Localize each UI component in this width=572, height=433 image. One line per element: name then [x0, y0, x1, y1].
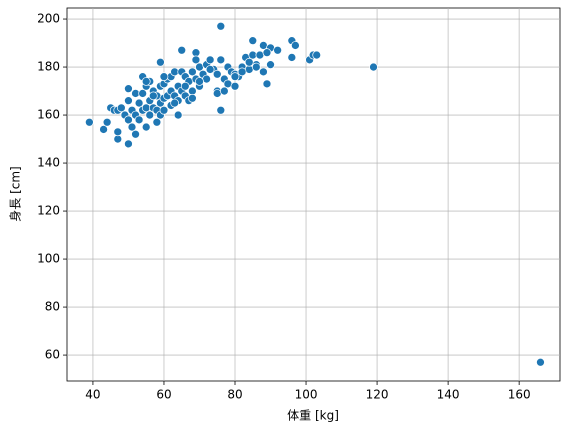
scatter-point	[536, 357, 545, 367]
scatter-point	[141, 122, 151, 132]
scatter-point	[131, 129, 140, 139]
scatter-point	[248, 36, 258, 45]
y-tick-label: 160	[37, 108, 60, 122]
y-tick-label: 80	[45, 300, 60, 314]
scatter-point	[195, 77, 204, 86]
y-axis-label: 身長 [cm]	[8, 166, 23, 221]
scatter-point	[188, 93, 197, 103]
scatter-point	[244, 57, 254, 67]
scatter-point	[116, 103, 126, 113]
scatter-point	[266, 60, 275, 69]
y-tick-label: 140	[37, 156, 60, 170]
scatter-point	[124, 139, 133, 149]
scatter-point	[205, 55, 215, 65]
x-tick-label: 160	[508, 388, 531, 402]
scatter-point	[124, 96, 133, 105]
scatter-point	[141, 77, 151, 86]
y-tick-label: 200	[37, 12, 60, 26]
scatter-point	[216, 55, 226, 65]
scatter-point	[102, 117, 112, 127]
x-tick-label: 140	[437, 388, 460, 402]
scatter-point	[262, 48, 272, 57]
scatter-point	[145, 110, 155, 120]
scatter-point	[312, 50, 322, 60]
scatter-point	[127, 122, 137, 132]
scatter-point	[170, 98, 179, 108]
x-tick-label: 40	[85, 388, 100, 402]
scatter-point	[148, 91, 158, 101]
y-tick-label: 120	[37, 204, 60, 218]
x-tick-label: 80	[227, 388, 242, 402]
scatter-point	[159, 72, 169, 81]
scatter-point	[216, 21, 226, 31]
y-tick-label: 180	[37, 60, 60, 74]
scatter-point	[251, 62, 261, 72]
scatter-point	[177, 45, 187, 55]
x-tick-label: 60	[156, 388, 171, 402]
scatter-point	[124, 115, 133, 125]
y-tick-label: 60	[45, 348, 60, 362]
scatter-point	[138, 89, 148, 98]
scatter-point	[191, 48, 201, 57]
y-tick-label: 100	[37, 252, 60, 266]
scatter-point	[219, 86, 229, 96]
scatter-point	[291, 41, 300, 50]
scatter-point	[173, 110, 183, 120]
scatter-point	[212, 69, 222, 79]
scatter-point	[152, 117, 162, 127]
x-axis-label: 体重 [kg]	[287, 409, 339, 423]
x-tick-label: 100	[295, 388, 318, 402]
scatter-point	[113, 134, 123, 144]
scatter-point	[124, 84, 133, 93]
scatter-point	[369, 62, 378, 72]
scatter-point	[188, 67, 197, 77]
plot-frame	[66, 7, 561, 382]
x-tick-label: 120	[366, 388, 389, 402]
scatter-point	[230, 72, 240, 81]
scatter-point	[230, 81, 240, 91]
scatter-point	[159, 105, 169, 115]
scatter-point	[237, 67, 247, 77]
scatter-point	[134, 115, 144, 125]
scatter-point	[205, 65, 215, 74]
scatter-point	[134, 98, 144, 108]
scatter-point	[188, 86, 197, 96]
scatter-point	[85, 117, 94, 127]
scatter-point	[180, 81, 190, 91]
scatter-point	[216, 105, 226, 115]
scatter-point	[273, 45, 282, 55]
scatter-point	[259, 67, 268, 77]
scatter-point	[113, 127, 123, 137]
scatter-point	[156, 57, 165, 67]
scatter-point	[99, 125, 108, 134]
scatter-point	[287, 53, 297, 62]
scatter-point	[191, 55, 201, 65]
scatter-point	[262, 79, 272, 89]
